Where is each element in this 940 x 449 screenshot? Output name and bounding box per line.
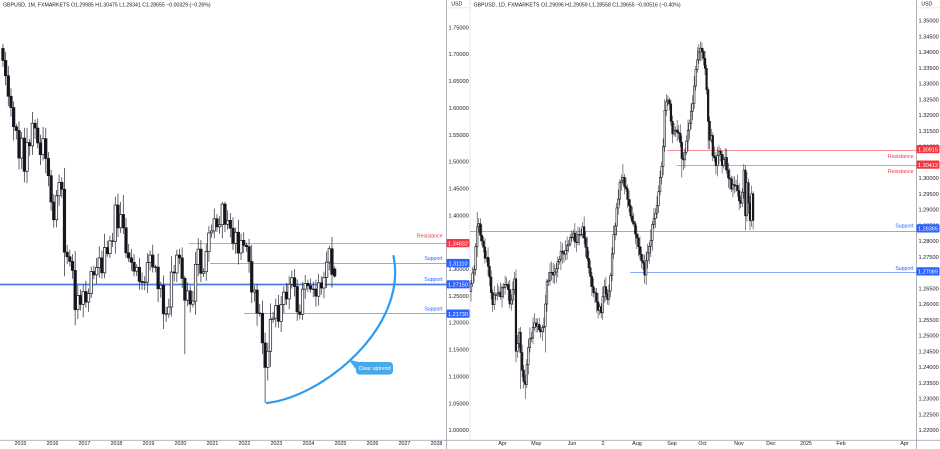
svg-text:1.15000: 1.15000 [449,348,469,354]
svg-text:GBPUSD, 1D, FXMARKETS O1.29096: GBPUSD, 1D, FXMARKETS O1.29096 H1.29059 … [474,2,681,8]
svg-text:1.28000: 1.28000 [919,239,939,245]
svg-text:USD: USD [921,2,932,8]
svg-text:1.29000: 1.29000 [919,208,939,214]
svg-text:1.23500: 1.23500 [919,381,939,387]
svg-text:1.34832: 1.34832 [448,241,468,247]
svg-text:1.30000: 1.30000 [449,267,469,273]
svg-text:1.45000: 1.45000 [449,186,469,192]
svg-text:1.65000: 1.65000 [449,79,469,85]
svg-text:1.32000: 1.32000 [919,113,939,119]
svg-text:Aug: Aug [632,441,641,447]
svg-text:1.75000: 1.75000 [449,25,469,31]
svg-text:1.25000: 1.25000 [449,294,469,300]
svg-text:Apr: Apr [498,441,506,447]
svg-text:1.26000: 1.26000 [919,302,939,308]
svg-text:Sep: Sep [667,441,676,447]
svg-text:2019: 2019 [143,441,155,447]
svg-text:GBPUSD, 1M, FXMARKETS O1.29985: GBPUSD, 1M, FXMARKETS O1.29985 H1.30475 … [3,2,211,8]
svg-text:2: 2 [602,441,605,447]
svg-text:Support: Support [424,256,443,262]
svg-text:Apr: Apr [900,441,908,447]
svg-text:1.26500: 1.26500 [919,286,939,292]
svg-text:1.28365: 1.28365 [918,227,938,233]
svg-text:1.33500: 1.33500 [919,66,939,72]
svg-text:Oct: Oct [698,441,707,447]
svg-text:2025: 2025 [800,441,812,447]
svg-text:2027: 2027 [399,441,411,447]
svg-text:2026: 2026 [367,441,379,447]
svg-text:1.60000: 1.60000 [449,106,469,112]
svg-text:2023: 2023 [271,441,283,447]
svg-text:1.30412: 1.30412 [918,163,938,169]
svg-text:May: May [531,441,541,447]
svg-text:1.25000: 1.25000 [919,334,939,340]
svg-text:1.27500: 1.27500 [919,255,939,261]
svg-text:1.50000: 1.50000 [449,160,469,166]
svg-text:2020: 2020 [175,441,187,447]
svg-text:2018: 2018 [111,441,123,447]
svg-text:1.24000: 1.24000 [919,365,939,371]
svg-text:Resistance: Resistance [888,154,914,160]
svg-text:1.34500: 1.34500 [919,34,939,40]
svg-text:2024: 2024 [303,441,315,447]
svg-text:USD: USD [451,2,462,8]
svg-text:1.40000: 1.40000 [449,213,469,219]
svg-text:1.22000: 1.22000 [919,428,939,434]
svg-text:1.10000: 1.10000 [449,374,469,380]
svg-text:1.34000: 1.34000 [919,50,939,56]
svg-text:1.31110: 1.31110 [448,261,467,267]
svg-text:1.33000: 1.33000 [919,82,939,88]
svg-text:2021: 2021 [207,441,219,447]
svg-text:1.27150: 1.27150 [448,283,468,289]
svg-text:Support: Support [424,277,443,283]
svg-text:Support: Support [895,223,914,229]
svg-text:1.00000: 1.00000 [449,428,469,434]
svg-text:1.70000: 1.70000 [449,52,469,58]
svg-text:1.20000: 1.20000 [449,321,469,327]
svg-text:1.22500: 1.22500 [919,412,939,418]
svg-text:Jun: Jun [568,441,577,447]
svg-text:Clear uptrend: Clear uptrend [358,366,390,372]
svg-text:1.30000: 1.30000 [919,176,939,182]
svg-text:1.21730: 1.21730 [448,312,468,318]
svg-text:2028: 2028 [431,441,443,447]
svg-text:Feb: Feb [836,441,845,447]
svg-text:2017: 2017 [79,441,91,447]
svg-text:1.55000: 1.55000 [449,133,469,139]
svg-text:1.30915: 1.30915 [918,147,938,153]
svg-text:2016: 2016 [47,441,59,447]
svg-text:Resistance: Resistance [888,169,914,175]
svg-text:Support: Support [424,306,443,312]
svg-text:Nov: Nov [734,441,744,447]
svg-text:2025: 2025 [335,441,347,447]
svg-text:1.24500: 1.24500 [919,349,939,355]
svg-text:1.25500: 1.25500 [919,318,939,324]
svg-text:1.23000: 1.23000 [919,397,939,403]
svg-text:Dec: Dec [766,441,776,447]
svg-text:2015: 2015 [15,441,27,447]
svg-text:1.29500: 1.29500 [919,192,939,198]
svg-text:1.31500: 1.31500 [919,129,939,135]
svg-text:Resistance: Resistance [417,234,443,240]
svg-text:1.35000: 1.35000 [919,19,939,25]
svg-text:1.27089: 1.27089 [918,270,938,276]
svg-text:Support: Support [895,266,914,272]
svg-text:1.05000: 1.05000 [449,401,469,407]
svg-text:2022: 2022 [239,441,251,447]
svg-text:1.32500: 1.32500 [919,97,939,103]
